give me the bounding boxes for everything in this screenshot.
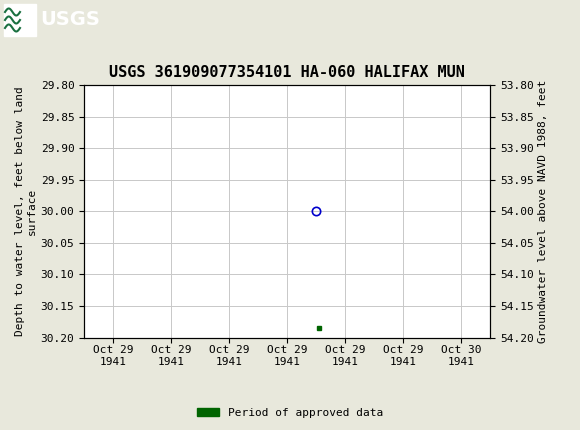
Text: USGS: USGS	[40, 10, 100, 30]
Bar	[4, 4, 36, 36]
Title: USGS 361909077354101 HA-060 HALIFAX MUN: USGS 361909077354101 HA-060 HALIFAX MUN	[109, 65, 465, 80]
Legend: Period of approved data: Period of approved data	[193, 403, 387, 422]
Y-axis label: Groundwater level above NAVD 1988, feet: Groundwater level above NAVD 1988, feet	[538, 80, 548, 343]
Y-axis label: Depth to water level, feet below land
surface: Depth to water level, feet below land su…	[15, 86, 37, 336]
